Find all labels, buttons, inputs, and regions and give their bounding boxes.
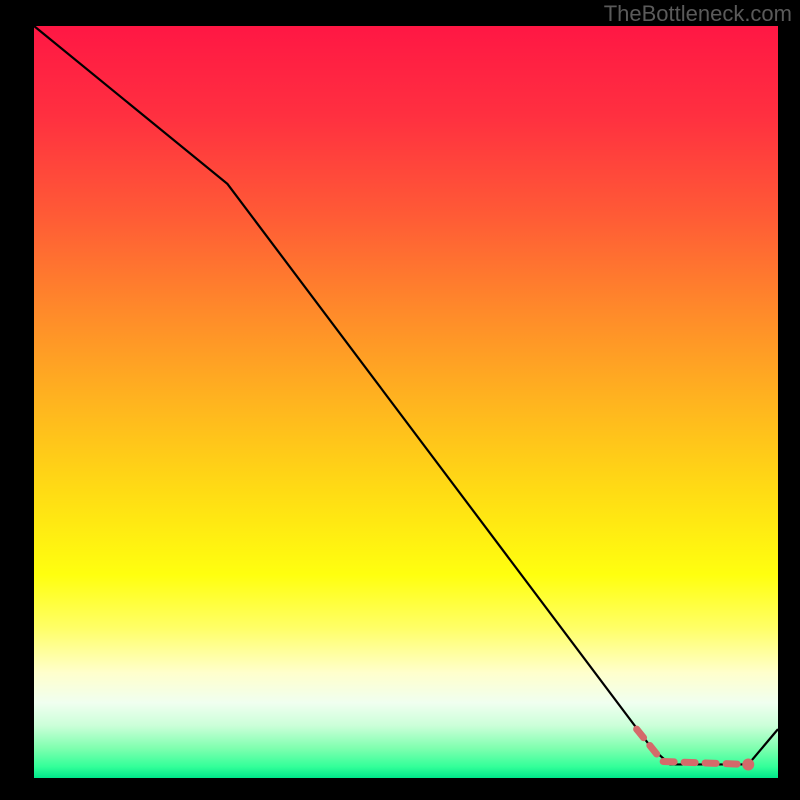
watermark-text: TheBottleneck.com bbox=[604, 1, 792, 27]
gradient-chart bbox=[0, 0, 800, 800]
plot-background bbox=[34, 26, 778, 778]
end-marker bbox=[742, 758, 754, 770]
chart-stage: TheBottleneck.com bbox=[0, 0, 800, 800]
